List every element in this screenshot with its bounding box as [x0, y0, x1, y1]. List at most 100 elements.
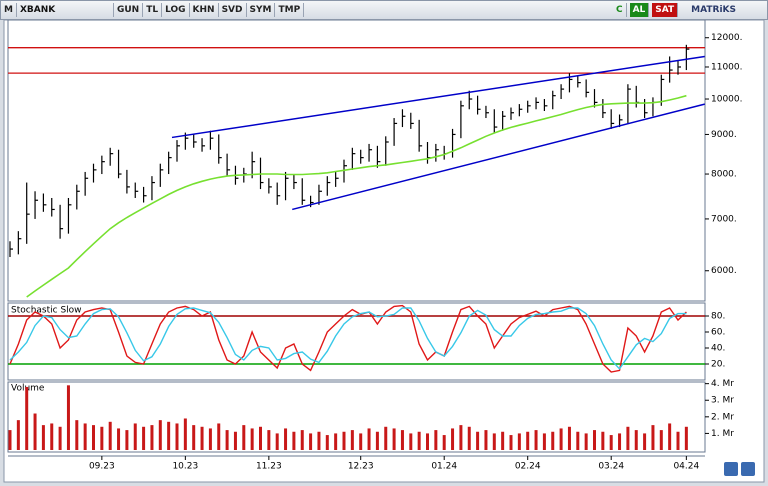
logo[interactable]: M: [1, 3, 17, 17]
volume-bar: [133, 423, 137, 450]
c-button[interactable]: C: [613, 3, 627, 17]
volume-bar: [409, 433, 413, 450]
volume-bar: [484, 430, 488, 450]
volume-bar: [75, 420, 79, 450]
y-tick-label: 40.: [711, 344, 725, 354]
volume-bar: [634, 430, 638, 450]
volume-bar: [25, 386, 29, 450]
volume-bar: [16, 420, 20, 450]
volume-bar: [467, 426, 471, 450]
volume-bar: [158, 420, 162, 450]
y-tick-label: 10000.: [711, 95, 743, 105]
sell-button[interactable]: SAT: [652, 3, 679, 17]
x-tick-label: 10.23: [172, 462, 198, 472]
x-tick-label: 09.23: [89, 462, 115, 472]
buy-button[interactable]: AL: [629, 3, 650, 17]
volume-bar: [559, 428, 563, 450]
volume-bar: [676, 431, 680, 450]
y-tick-label: 20.: [711, 360, 725, 370]
price-panel: [7, 19, 706, 302]
volume-bar: [334, 433, 338, 450]
y-tick-label: 7000.: [711, 214, 737, 224]
volume-bar: [492, 433, 496, 450]
x-tick-label: 01.24: [431, 462, 457, 472]
button[interactable]: TMP: [275, 3, 305, 17]
y-tick-label: 9000.: [711, 130, 737, 140]
volume-bar: [375, 431, 379, 450]
volume-bar: [434, 430, 438, 450]
y-tick-label: 11000.: [711, 62, 743, 72]
volume-bar: [542, 433, 546, 450]
volume-bar: [292, 431, 296, 450]
y-tick-label: 8000.: [711, 170, 737, 180]
toolbar: M XBANK GUN TL LOG KHN SVD SYM TMP C AL …: [0, 0, 768, 20]
volume-bar: [459, 425, 463, 450]
y-tick-label: 60.: [711, 328, 725, 338]
button[interactable]: TL: [143, 3, 163, 17]
volume-bar: [208, 428, 212, 450]
y-tick-label: 3. Mr: [711, 396, 734, 406]
volume-bar: [601, 431, 605, 450]
volume-bar: [50, 423, 54, 450]
volume-bar: [367, 428, 371, 450]
volume-bar: [125, 430, 129, 450]
settings-icon[interactable]: [741, 462, 755, 476]
panel-title: Stochastic Slow: [11, 306, 82, 316]
y-tick-label: 12000.: [711, 33, 743, 43]
x-tick-label: 12.23: [348, 462, 374, 472]
y-tick-label: 80.: [711, 312, 725, 322]
button[interactable]: KHN: [190, 3, 219, 17]
volume-bar: [384, 426, 388, 450]
volume-bar: [100, 426, 104, 450]
volume-bar: [400, 430, 404, 450]
button[interactable]: LOG: [162, 3, 190, 17]
volume-bar: [593, 430, 596, 450]
symbol[interactable]: XBANK: [17, 3, 114, 17]
volume-bar: [567, 426, 571, 450]
volume-bar: [551, 431, 555, 450]
x-tick-label: 02.24: [515, 462, 541, 472]
volume-bar: [451, 428, 455, 450]
button[interactable]: GUN: [114, 3, 144, 17]
y-tick-label: 4. Mr: [711, 379, 734, 389]
volume-bar: [66, 385, 70, 450]
volume-bar: [259, 426, 262, 450]
x-tick-label: 04.24: [673, 462, 699, 472]
volume-bar: [150, 425, 154, 450]
volume-bar: [167, 421, 171, 450]
sync-icon[interactable]: [724, 462, 738, 476]
volume-bar: [509, 435, 513, 450]
brand: MATRiKS: [691, 5, 736, 15]
x-tick-label: 03.24: [598, 462, 624, 472]
trend-line: [171, 55, 705, 139]
volume-bar: [250, 428, 254, 450]
volume-bar: [584, 433, 588, 450]
volume-bar: [534, 430, 538, 450]
volume-bar: [643, 433, 647, 450]
volume-bar: [342, 431, 346, 450]
volume-bar: [217, 423, 221, 450]
volume-bar: [659, 430, 663, 450]
volume-bar: [8, 430, 12, 450]
volume-bar: [117, 428, 121, 450]
volume-bar: [392, 428, 396, 450]
volume-bar: [651, 425, 655, 450]
volume-bar: [142, 426, 146, 450]
volume-bar: [300, 430, 304, 450]
volume-bar: [476, 431, 480, 450]
volume-bar: [284, 428, 288, 450]
volume-bar: [108, 421, 112, 450]
volume-bar: [183, 418, 187, 450]
y-tick-label: 6000.: [711, 266, 737, 276]
volume-bar: [576, 431, 580, 450]
volume-bar: [501, 431, 505, 450]
volume-bar: [618, 433, 622, 450]
button[interactable]: SVD: [219, 3, 247, 17]
volume-bar: [41, 425, 45, 450]
button[interactable]: SYM: [247, 3, 276, 17]
volume-bar: [242, 425, 246, 450]
volume-bar: [442, 435, 446, 450]
volume-bar: [58, 426, 62, 450]
